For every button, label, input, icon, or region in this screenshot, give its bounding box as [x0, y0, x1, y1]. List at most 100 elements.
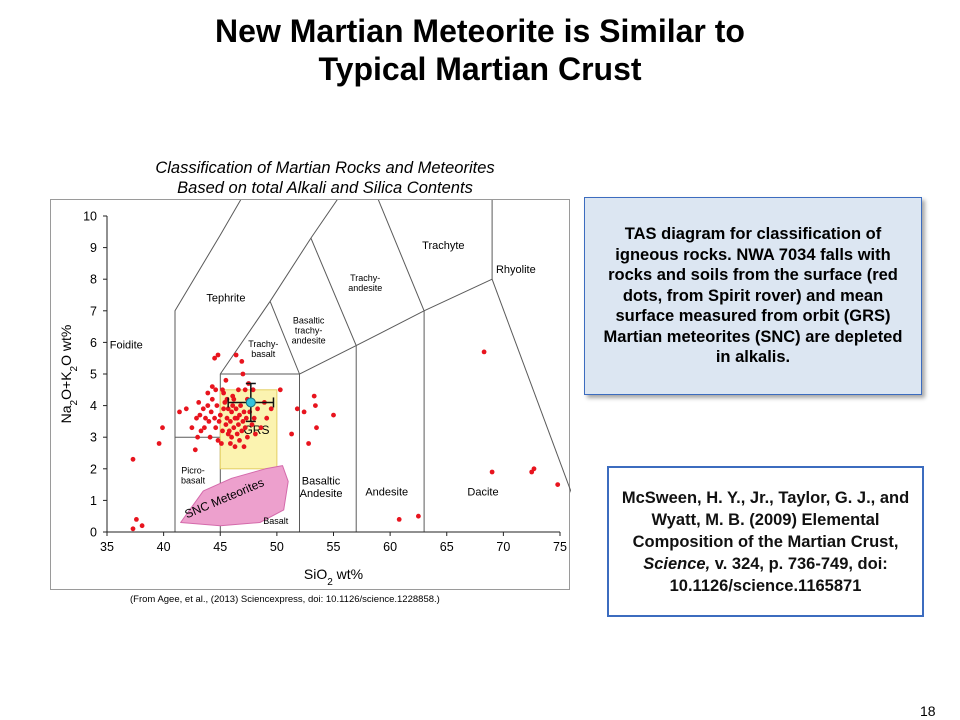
data-point [228, 441, 233, 446]
data-point [255, 406, 260, 412]
data-point [192, 447, 198, 453]
data-point [216, 419, 222, 424]
data-point [219, 441, 224, 446]
data-point [196, 400, 202, 405]
data-point [203, 415, 208, 421]
data-point [306, 441, 311, 446]
data-point [242, 387, 248, 393]
field-label: Andesite [365, 487, 408, 499]
data-point [264, 415, 270, 421]
data-point [130, 526, 136, 532]
field-label: Trachyte [422, 240, 464, 252]
y-tick-label: 10 [83, 210, 97, 224]
y-tick-label: 6 [90, 336, 97, 350]
data-point [134, 517, 139, 522]
y-tick-label: 8 [90, 273, 97, 287]
x-axis-label: SiO2 wt% [304, 566, 363, 588]
data-point [241, 444, 247, 450]
nwa7034-point [245, 397, 256, 408]
field-label: Trachy-andesite [348, 273, 382, 293]
y-axis-label: Na2O+K2O wt% [58, 325, 80, 424]
data-point [189, 425, 195, 431]
field-label: Basaltic Andesite [300, 476, 343, 500]
data-point [245, 434, 250, 440]
data-point [139, 523, 145, 529]
data-point [289, 431, 294, 437]
data-point [224, 415, 230, 421]
citation-journal: Science, [643, 554, 711, 573]
y-tick-label: 7 [90, 304, 97, 318]
data-point [239, 359, 245, 364]
x-tick-label: 60 [383, 540, 397, 554]
data-point [194, 415, 199, 421]
y-tick-label: 4 [90, 399, 97, 413]
data-point [233, 406, 239, 412]
data-point [197, 412, 203, 418]
citation-rest: v. 324, p. 736-749, doi: 10.1126/science… [669, 554, 888, 595]
data-point [238, 403, 244, 408]
data-point [205, 403, 211, 408]
data-point [240, 371, 246, 377]
data-point [416, 513, 421, 519]
slide-title-line2: Typical Martian Crust [318, 51, 642, 87]
data-point [234, 415, 240, 421]
data-point [228, 419, 233, 424]
field-label: Trachy-basalt [248, 339, 278, 359]
citation-authors: McSween, H. Y., Jr., Taylor, G. J., and … [621, 488, 910, 551]
data-point [230, 403, 236, 408]
data-point [253, 431, 258, 437]
x-tick-label: 65 [440, 540, 454, 554]
data-point [250, 387, 256, 393]
data-point [208, 409, 214, 415]
data-point [237, 438, 242, 443]
info-box-text: TAS diagram for classification of igneou… [603, 225, 903, 367]
citation-box: McSween, H. Y., Jr., Taylor, G. J., and … [607, 466, 924, 617]
y-tick-label: 5 [90, 368, 97, 382]
data-point [222, 400, 228, 405]
data-point [277, 387, 283, 393]
data-point [239, 428, 245, 434]
data-point [220, 428, 225, 434]
data-point [223, 377, 229, 383]
slide-title-line1: New Martian Meteorite is Similar to [215, 13, 745, 49]
data-point [221, 406, 227, 412]
data-point [212, 415, 218, 421]
field-label: Foidite [110, 340, 143, 352]
snc-region [180, 465, 289, 527]
data-point [183, 406, 189, 412]
data-point [156, 441, 162, 446]
data-point [240, 419, 246, 424]
data-point [209, 396, 215, 402]
field-label: Picro-basalt [181, 466, 206, 486]
data-point [198, 428, 204, 434]
data-point [205, 390, 211, 396]
data-point [241, 409, 247, 415]
x-tick-label: 55 [327, 540, 341, 554]
chart-caption-line1: Classification of Martian Rocks and Mete… [155, 159, 495, 177]
page-number: 18 [920, 703, 936, 719]
field-boundary-11 [491, 279, 571, 494]
data-point [555, 482, 561, 487]
data-point [213, 425, 219, 431]
y-tick-label: 0 [90, 526, 97, 540]
data-point [481, 349, 487, 355]
data-point [215, 352, 221, 358]
chart-caption-line2: Based on total Alkali and Silica Content… [177, 179, 473, 197]
data-point [223, 422, 229, 427]
data-point [217, 412, 223, 418]
x-tick-label: 50 [270, 540, 284, 554]
data-point [242, 425, 248, 431]
slide-title: New Martian Meteorite is Similar to Typi… [0, 12, 960, 88]
data-point [177, 409, 182, 415]
data-point [229, 434, 235, 440]
data-point [214, 403, 220, 408]
data-point [231, 396, 237, 402]
chart-frame: 35 40 45 50 55 60 65 70 75 0 1 2 3 4 5 6 7 8 9 10 SiO2 wt% Na… [50, 199, 571, 590]
field-boundary-7 [269, 301, 300, 375]
data-point [200, 406, 206, 412]
data-point [249, 422, 255, 427]
data-point [202, 425, 207, 431]
citation-text: McSween, H. Y., Jr., Taylor, G. J., and … [617, 487, 914, 597]
x-tick-label: 75 [553, 540, 567, 554]
